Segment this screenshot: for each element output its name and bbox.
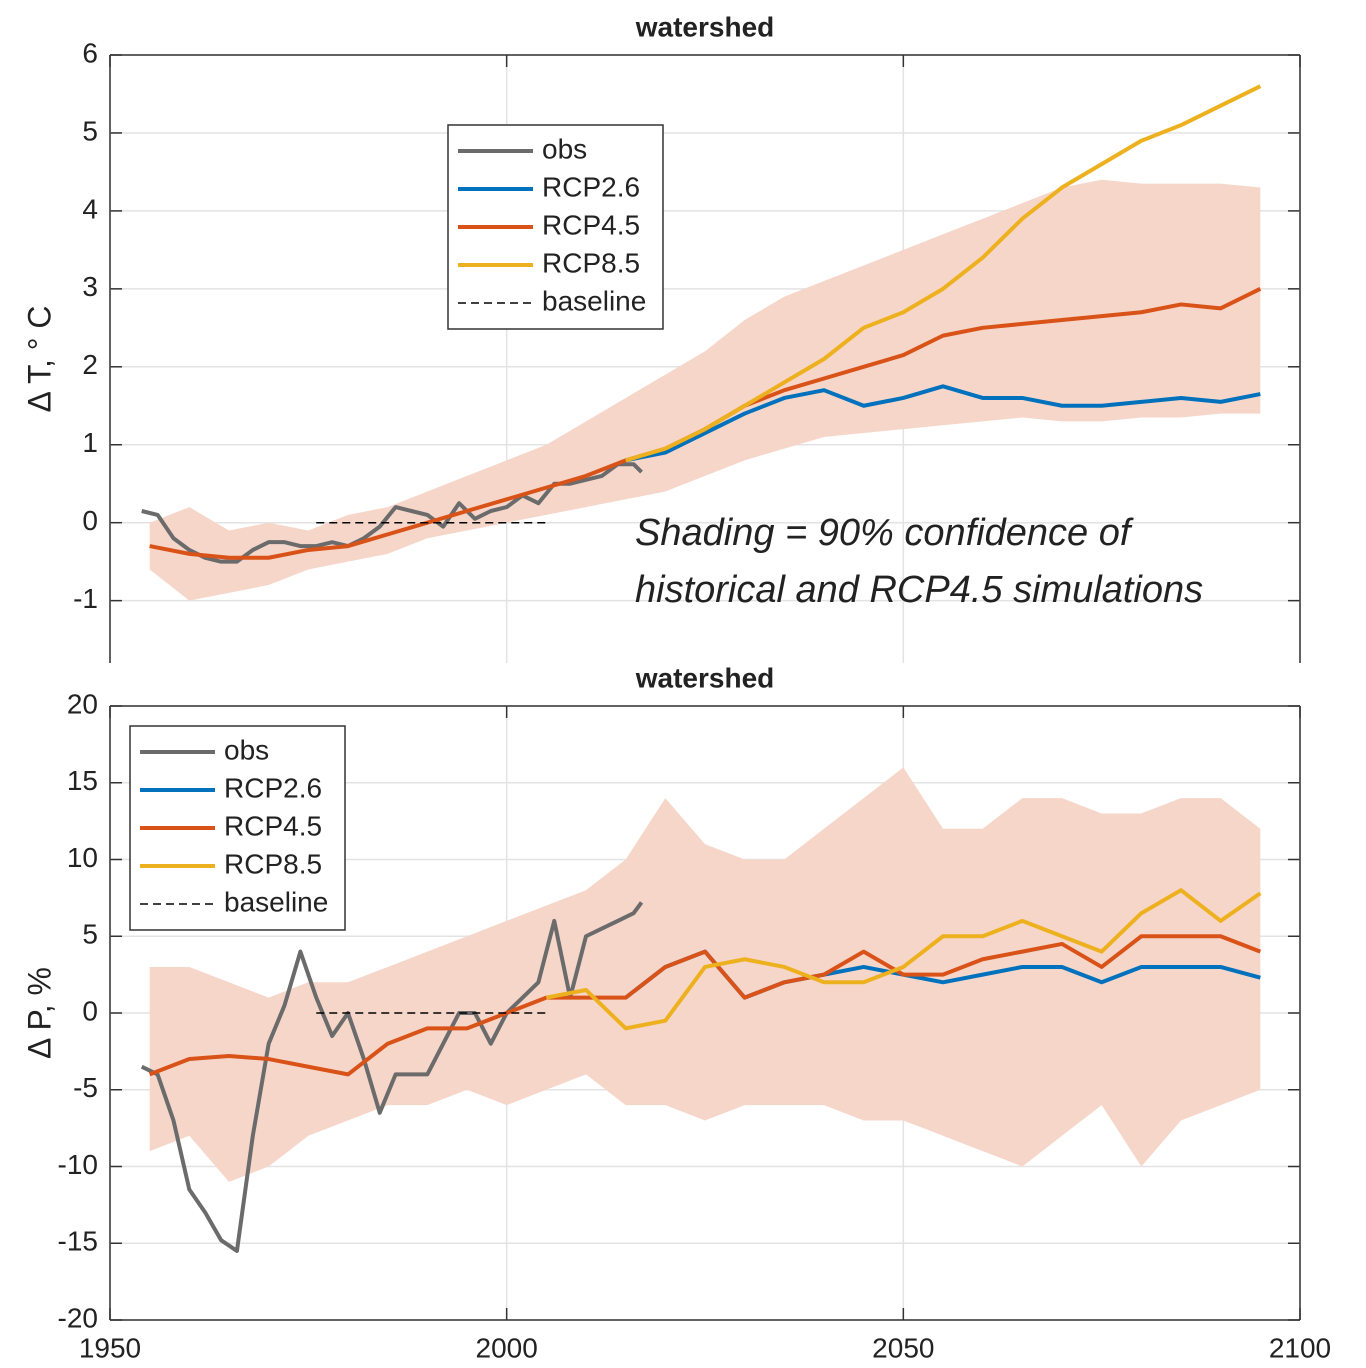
legend-label: RCP8.5 <box>224 848 322 879</box>
y-tick-label: 20 <box>67 688 98 719</box>
x-tick-label: 1950 <box>79 1332 141 1363</box>
confidence-band <box>149 767 1261 1182</box>
chart-title: watershed <box>635 662 775 693</box>
y-tick-label: 15 <box>67 765 98 796</box>
y-tick-label: 3 <box>82 271 98 302</box>
y-tick-label: 2 <box>82 349 98 380</box>
y-tick-label: 10 <box>67 842 98 873</box>
series-line <box>625 84 1262 463</box>
y-tick-label: -15 <box>58 1226 98 1257</box>
chart-title: watershed <box>635 11 775 42</box>
legend-label: baseline <box>542 285 646 316</box>
y-tick-label: -5 <box>73 1072 98 1103</box>
legend-label: baseline <box>224 886 328 917</box>
y-tick-label: 1 <box>82 427 98 458</box>
y-axis-label: Δ T, ° C <box>21 305 57 412</box>
x-tick-label: 2050 <box>872 1332 934 1363</box>
legend-label: RCP4.5 <box>542 209 640 240</box>
legend-label: RCP2.6 <box>224 772 322 803</box>
legend-label: RCP4.5 <box>224 810 322 841</box>
series-line <box>148 934 1262 1077</box>
confidence-band <box>149 179 1261 601</box>
annotation: historical and RCP4.5 simulations <box>635 569 1203 611</box>
y-tick-label: -10 <box>58 1149 98 1180</box>
series-line <box>140 901 644 1253</box>
series-line <box>545 888 1262 1031</box>
y-tick-label: 0 <box>82 995 98 1026</box>
annotation: Shading = 90% confidence of <box>635 512 1134 554</box>
plot-area <box>141 84 1262 601</box>
x-tick-label: 2100 <box>1269 1332 1331 1363</box>
legend-label: RCP2.6 <box>542 171 640 202</box>
y-tick-label: 4 <box>82 193 98 224</box>
series-line <box>625 384 1261 463</box>
y-tick-label: -1 <box>73 583 98 614</box>
legend-label: obs <box>224 734 269 765</box>
plot-area <box>140 767 1262 1253</box>
y-tick-label: 5 <box>82 919 98 950</box>
legend-label: RCP8.5 <box>542 247 640 278</box>
y-tick-label: -20 <box>58 1302 98 1333</box>
x-tick-label: 2000 <box>476 1332 538 1363</box>
y-tick-label: 5 <box>82 115 98 146</box>
y-tick-label: 0 <box>82 505 98 536</box>
y-axis-label: Δ P, % <box>21 967 57 1059</box>
legend-label: obs <box>542 133 587 164</box>
y-tick-label: 6 <box>82 37 98 68</box>
